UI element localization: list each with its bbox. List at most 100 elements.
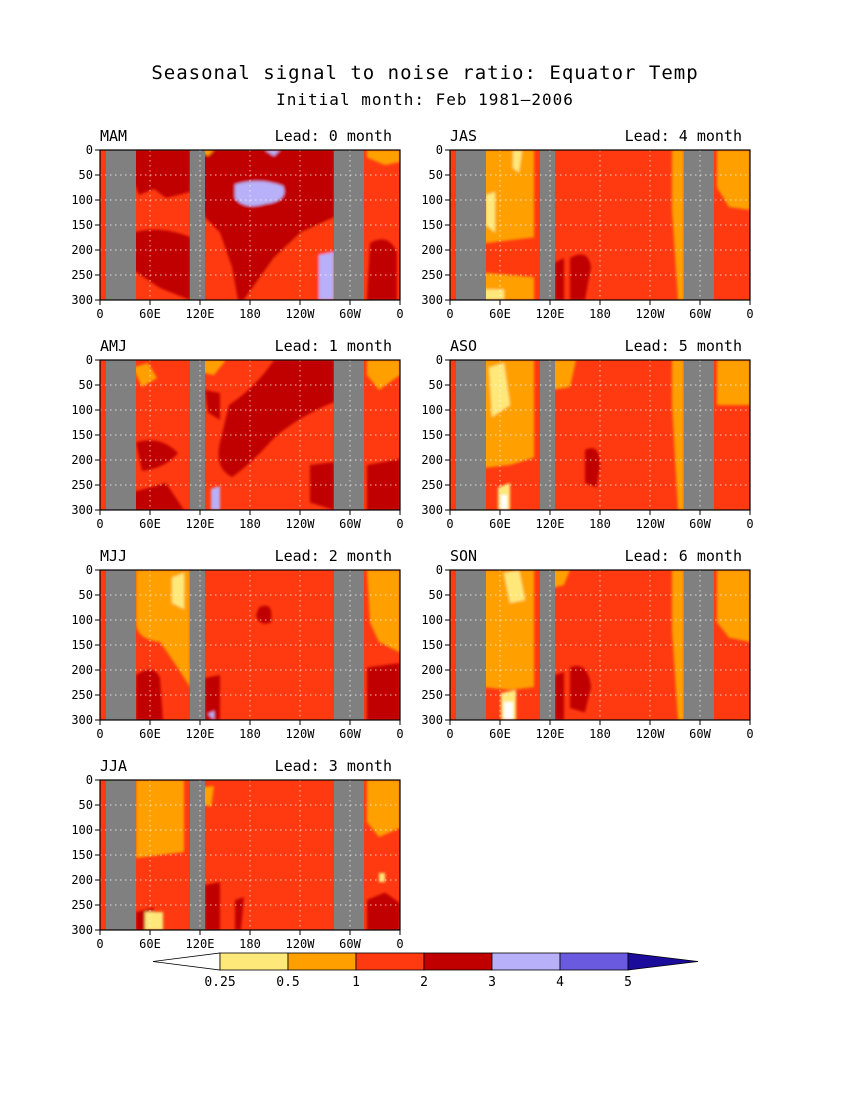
panel-jja: 0 60E 120E 180 120W 60W 0 0 50 100 150 200 250 300 JJA… [71,757,403,951]
contour-region-1 [367,780,400,837]
y-tick-label: 0 [86,353,93,367]
grid-lines [450,360,750,510]
colorbar-label: 5 [624,975,632,990]
x-tick-label: 60E [139,727,161,741]
colorbar-label: 0.25 [204,975,235,990]
colorbar-label: 3 [488,975,496,990]
y-tick-label: 150 [71,848,93,862]
x-tick-label: 120E [186,517,215,531]
contour-region-6 [367,239,397,300]
contour-region-8 [379,873,385,882]
x-tick-label: 0 [746,517,753,531]
x-tick-label: 60W [339,727,361,741]
panel-lead-label: Lead: 4 month [625,127,742,145]
contour-region-5 [585,448,600,488]
panel-lead-label: Lead: 1 month [275,337,392,355]
contour-region-6 [672,150,684,300]
contour-region-3 [552,570,570,588]
contour-region-4 [133,483,184,510]
contour-region-6 [256,605,272,624]
panel-amj: 0 60E 120E 180 120W 60W 0 0 50 100 150 200 250 300 AMJ… [71,337,403,531]
panel-season-label: AMJ [100,337,127,355]
contour-region-2 [310,462,334,510]
contour-region-7 [199,360,226,375]
y-tick-label: 100 [421,403,443,417]
y-tick-label: 150 [71,638,93,652]
y-tick-label: 100 [71,193,93,207]
contour-region-1 [489,363,510,417]
y-tick-label: 250 [71,478,93,492]
contour-region-3 [136,669,163,720]
contour-region-6 [555,672,564,720]
y-tick-label: 50 [429,168,443,182]
y-tick-label: 200 [71,873,93,887]
figure-subtitle: Initial month: Feb 1981–2006 [276,90,574,109]
contour-region-4 [717,360,750,405]
land-mask-1 [540,150,555,300]
colorbar-label: 0.5 [276,975,299,990]
y-tick-label: 100 [421,193,443,207]
y-tick-label: 0 [436,563,443,577]
y-tick-label: 0 [86,773,93,787]
contour-region-7 [208,711,214,720]
x-tick-label: 120E [186,727,215,741]
x-tick-label: 0 [396,937,403,951]
y-tick-label: 50 [79,168,93,182]
panel-lead-label: Lead: 5 month [625,337,742,355]
grid-lines [100,150,400,300]
y-tick-label: 250 [421,268,443,282]
colorbar-high-arrow [627,952,699,971]
contour-region-4 [555,258,564,300]
x-tick-label: 0 [446,517,453,531]
y-tick-label: 100 [71,403,93,417]
contour-region-1 [172,573,184,609]
colorbar: 0.25 0.5 1 2 3 4 5 [152,952,699,990]
panel-lead-label: Lead: 2 month [275,547,392,565]
y-tick-label: 50 [79,588,93,602]
panel-mjj: 0 60E 120E 180 120W 60W 0 0 50 100 150 200 250 300 MJJ… [71,547,403,741]
x-tick-label: 120E [186,937,215,951]
contour-region-0 [133,150,190,198]
land-mask-1 [190,150,205,300]
y-tick-label: 150 [421,218,443,232]
y-tick-label: 200 [421,663,443,677]
y-tick-label: 150 [71,428,93,442]
land-mask-1 [540,570,555,720]
contour-region-7 [145,912,163,930]
x-tick-label: 0 [446,727,453,741]
contour-region-3 [672,360,684,510]
x-tick-label: 0 [396,517,403,531]
y-tick-label: 200 [421,243,443,257]
panel-season-label: ASO [450,337,477,355]
y-tick-label: 250 [71,268,93,282]
y-tick-label: 0 [86,563,93,577]
contour-region-5 [367,663,400,720]
panel-season-label: MAM [100,127,127,145]
x-tick-label: 0 [396,727,403,741]
y-tick-label: 150 [421,428,443,442]
contour-region-3 [205,882,220,930]
contour-region-8 [367,150,400,165]
contour-region-1 [136,440,178,471]
land-mask-1 [190,780,205,930]
contour-region-2 [717,570,750,642]
panel-jas: 0 60E 120E 180 120W 60W 0 0 50 100 150 200 250 300 JAS… [421,127,753,321]
x-tick-label: 120E [186,307,215,321]
contour-region-1 [504,570,525,603]
y-tick-label: 300 [421,293,443,307]
y-tick-label: 250 [71,688,93,702]
contour-region-1 [486,192,495,233]
x-tick-label: 120W [636,517,666,531]
y-tick-label: 250 [421,688,443,702]
figure-title: Seasonal signal to noise ratio: Equator … [151,62,699,84]
contour-region-0 [218,360,334,477]
x-tick-label: 180 [589,727,611,741]
contour-region-4 [235,897,244,930]
x-tick-label: 120W [286,937,316,951]
grid-lines [100,780,400,930]
contour-region-5 [265,150,280,156]
x-tick-label: 0 [96,517,103,531]
contour-region-5 [205,390,220,420]
colorbar-segment-2 [287,952,357,971]
y-tick-label: 50 [429,588,443,602]
